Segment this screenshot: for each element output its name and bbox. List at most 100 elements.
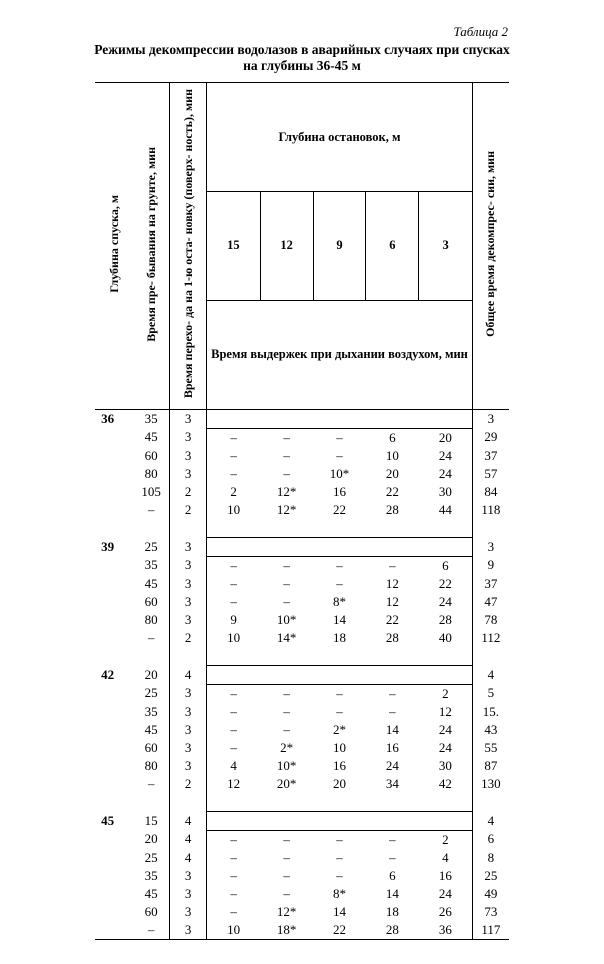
cell-stop: –: [260, 575, 313, 593]
cell-stop: –: [260, 721, 313, 739]
cell-depth: [95, 830, 133, 849]
cell-stop: 24: [419, 739, 473, 757]
cell-stop: –: [207, 575, 261, 593]
cell-stop: –: [260, 830, 313, 849]
table-row: 363533: [95, 409, 509, 428]
cell-stop: –: [207, 684, 261, 703]
table-row: 453––2*142443: [95, 721, 509, 739]
cell-transit-time: 2: [170, 483, 207, 501]
cell-stop: –: [260, 885, 313, 903]
cell-stop: [419, 409, 473, 428]
cell-transit-time: 3: [170, 409, 207, 428]
cell-transit-time: 3: [170, 575, 207, 593]
table-row: 353––––1215.: [95, 703, 509, 721]
cell-bottom-time: 25: [133, 537, 170, 556]
table-row: 254––––48: [95, 849, 509, 867]
cell-stop: –: [207, 593, 261, 611]
cell-total: 8: [472, 849, 509, 867]
cell-stop: 4: [207, 757, 261, 775]
cell-stop: 28: [366, 629, 419, 647]
cell-stop: 16: [419, 867, 473, 885]
cell-stop: 28: [366, 921, 419, 940]
cell-stop: –: [313, 447, 366, 465]
cell-stop: 20*: [260, 775, 313, 793]
cell-depth: [95, 921, 133, 940]
cell-stop: 28: [366, 501, 419, 519]
cell-stop: 16: [366, 739, 419, 757]
cell-stop: 2: [419, 830, 473, 849]
cell-depth: [95, 629, 133, 647]
cell-stop: [419, 537, 473, 556]
cell-bottom-time: 25: [133, 684, 170, 703]
cell-total: 130: [472, 775, 509, 793]
cell-stop: 20: [366, 465, 419, 483]
cell-transit-time: 3: [170, 885, 207, 903]
cell-stop: –: [260, 849, 313, 867]
cell-transit-time: 2: [170, 501, 207, 519]
cell-stop: [366, 665, 419, 684]
cell-stop: [419, 811, 473, 830]
cell-transit-time: 4: [170, 665, 207, 684]
cell-stop: –: [207, 447, 261, 465]
cell-total: 4: [472, 811, 509, 830]
cell-depth: [95, 465, 133, 483]
table-row: 803––10*202457: [95, 465, 509, 483]
cell-transit-time: 3: [170, 739, 207, 757]
hdr-stop-15: 15: [207, 192, 261, 301]
cell-stop: [260, 665, 313, 684]
cell-transit-time: 4: [170, 849, 207, 867]
cell-stop: 24: [419, 593, 473, 611]
cell-stop: 18: [366, 903, 419, 921]
cell-depth: [95, 593, 133, 611]
cell-transit-time: 3: [170, 447, 207, 465]
table-row: 1052212*16223084: [95, 483, 509, 501]
table-row: 603–––102437: [95, 447, 509, 465]
table-row: –31018*222836117: [95, 921, 509, 940]
table-row: 803910*14222878: [95, 611, 509, 629]
cell-stop: –: [260, 556, 313, 575]
cell-total: 49: [472, 885, 509, 903]
table-row: 603––8*122447: [95, 593, 509, 611]
cell-stop: 20: [419, 428, 473, 447]
cell-stop: –: [260, 867, 313, 885]
cell-stop: 8*: [313, 885, 366, 903]
cell-total: 55: [472, 739, 509, 757]
table-row: 353–––61625: [95, 867, 509, 885]
cell-stop: –: [366, 556, 419, 575]
cell-stop: 10: [207, 501, 261, 519]
cell-total: 25: [472, 867, 509, 885]
cell-stop: 12: [366, 575, 419, 593]
title-line-2: на глубины 36-45 м: [243, 58, 361, 73]
cell-stop: –: [366, 849, 419, 867]
cell-total: 57: [472, 465, 509, 483]
cell-total: 37: [472, 447, 509, 465]
cell-depth: 45: [95, 811, 133, 830]
hdr-total: Общее время декомпрес- сии, мин: [472, 83, 509, 409]
cell-transit-time: 3: [170, 428, 207, 447]
cell-stop: –: [313, 867, 366, 885]
cell-stop: –: [260, 428, 313, 447]
table-title: Режимы декомпрессии водолазов в аварийны…: [52, 42, 552, 74]
cell-total: 87: [472, 757, 509, 775]
cell-total: 73: [472, 903, 509, 921]
cell-bottom-time: 45: [133, 428, 170, 447]
cell-stop: 24: [419, 447, 473, 465]
cell-stop: 14: [313, 611, 366, 629]
table-row: 453––8*142449: [95, 885, 509, 903]
cell-stop: 6: [419, 556, 473, 575]
cell-stop: 2*: [260, 739, 313, 757]
cell-depth: [95, 775, 133, 793]
cell-depth: 36: [95, 409, 133, 428]
cell-stop: –: [313, 849, 366, 867]
cell-total: 4: [472, 665, 509, 684]
hdr-total-text: Общее время декомпрес- сии, мин: [484, 151, 497, 337]
cell-bottom-time: 80: [133, 757, 170, 775]
cell-stop: 10: [207, 629, 261, 647]
cell-stop: 10*: [260, 757, 313, 775]
cell-stop: –: [313, 575, 366, 593]
cell-stop: 22: [366, 611, 419, 629]
cell-stop: [260, 811, 313, 830]
cell-stop: 2: [419, 684, 473, 703]
cell-total: 3: [472, 537, 509, 556]
cell-stop: –: [366, 684, 419, 703]
